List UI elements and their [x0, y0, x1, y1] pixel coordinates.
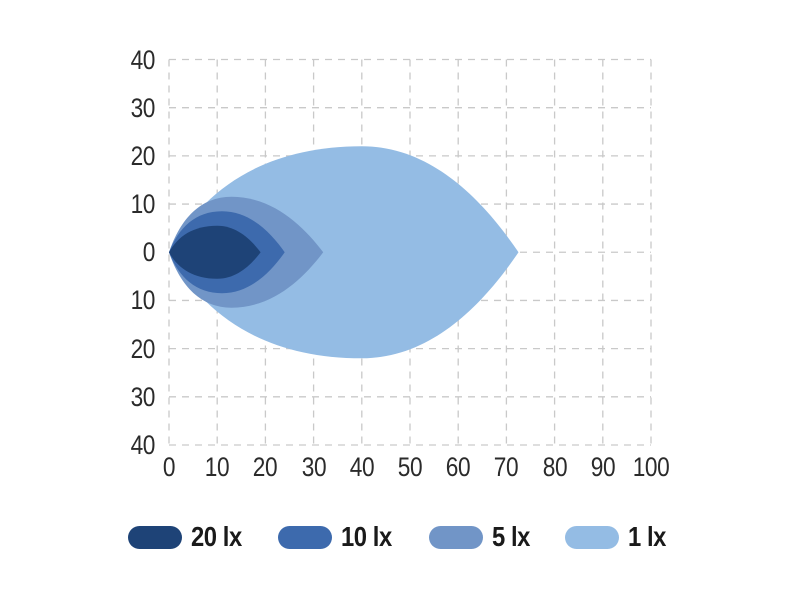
- legend-swatch-20lx: [127, 525, 182, 549]
- legend-label-1lx: 1 lx: [627, 521, 666, 552]
- legend-swatch-5lx: [429, 525, 484, 549]
- chart-legend: 20 lx 10 lx 5 lx 1 lx: [0, 521, 800, 553]
- beam-contour-1lx: [169, 146, 519, 359]
- legend-label-20lx: 20 lx: [190, 521, 242, 552]
- legend-swatch-1lx: [564, 525, 619, 549]
- beam-contour-20lx: [169, 225, 261, 279]
- legend-item-5lx: 5 lx: [429, 521, 537, 553]
- legend-item-20lx: 20 lx: [127, 521, 251, 553]
- legend-item-1lx: 1 lx: [564, 521, 673, 553]
- legend-swatch-10lx: [278, 525, 333, 549]
- legend-label-10lx: 10 lx: [341, 521, 393, 552]
- legend-label-5lx: 5 lx: [492, 521, 531, 552]
- legend-item-10lx: 10 lx: [278, 521, 401, 553]
